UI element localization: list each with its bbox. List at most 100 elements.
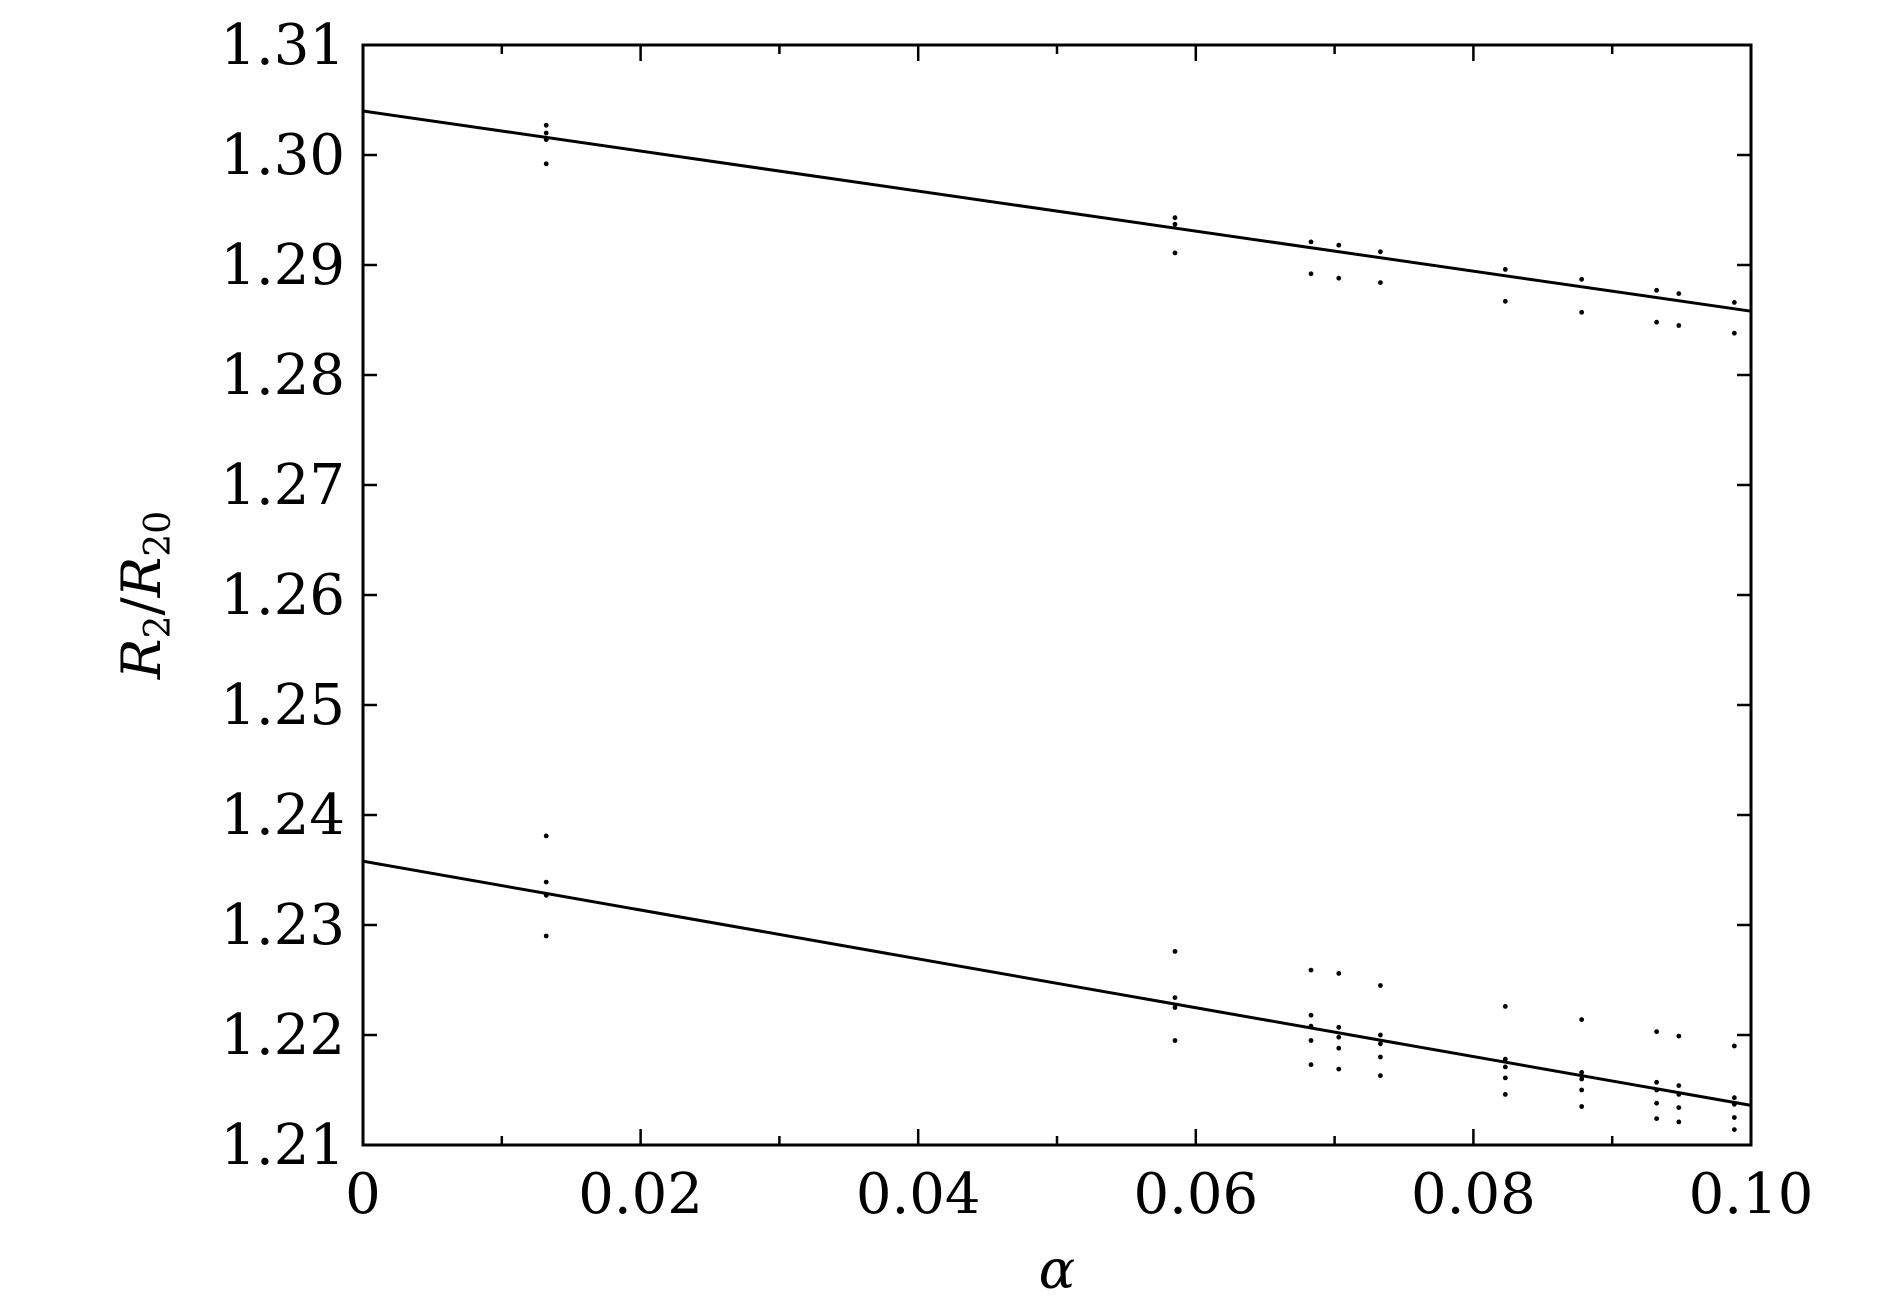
data-point [1654, 1087, 1660, 1093]
data-point [1654, 1079, 1660, 1085]
data-points [543, 122, 1737, 1132]
y-tick-label: 1.25 [220, 673, 345, 738]
data-point [1378, 1032, 1383, 1038]
data-point [1579, 1070, 1585, 1075]
data-point [1172, 949, 1178, 954]
data-point [543, 137, 549, 143]
fit-line [362, 859, 1752, 1107]
data-point [1378, 1054, 1383, 1060]
data-point [1676, 323, 1682, 328]
data-point [543, 933, 549, 939]
y-tick-label: 1.31 [220, 13, 345, 78]
data-point [1731, 1115, 1737, 1120]
fit-line [362, 109, 1752, 313]
data-point [1502, 267, 1508, 272]
data-point [1378, 249, 1383, 255]
data-point [1676, 1033, 1682, 1039]
data-point [1172, 250, 1178, 256]
data-point [1378, 983, 1383, 988]
data-point [1308, 1012, 1314, 1018]
x-axis-tick-labels: 0 0.02 0.04 0.06 0.08 0.10 [345, 1162, 1813, 1227]
data-point [1654, 1116, 1660, 1121]
x-tick-label: 0.04 [856, 1162, 981, 1227]
x-tick-label: 0.02 [578, 1162, 703, 1227]
data-point [1579, 1017, 1585, 1022]
y-axis-label-sub2: 20 [138, 511, 179, 557]
data-point [1336, 1034, 1342, 1040]
y-tick-label: 1.24 [220, 783, 345, 848]
data-point [1579, 1104, 1585, 1109]
data-point [1731, 1043, 1737, 1049]
data-point [1172, 1038, 1178, 1043]
data-point [1336, 971, 1342, 976]
data-point [1654, 319, 1660, 325]
data-point [1579, 1076, 1585, 1082]
data-point [1172, 221, 1178, 227]
y-axis-label-slash: / [110, 597, 173, 616]
y-axis-label-r2: R [110, 557, 173, 599]
data-point [543, 122, 549, 128]
data-point [1502, 1004, 1508, 1009]
data-point [1676, 1119, 1682, 1125]
x-tick-label: 0.08 [1411, 1162, 1536, 1227]
data-point [1336, 1024, 1342, 1030]
data-point [1308, 1023, 1314, 1029]
x-axis-ticks [361, 45, 1753, 1145]
data-point [1378, 280, 1383, 285]
data-point [1378, 1073, 1383, 1079]
y-tick-label: 1.27 [220, 453, 345, 518]
y-axis-label-sub1: 2 [138, 616, 179, 639]
data-point [1731, 300, 1737, 305]
data-point [1502, 1064, 1508, 1070]
y-tick-label: 1.26 [220, 563, 345, 628]
y-axis-ticks [363, 43, 1751, 1147]
data-point [1308, 1062, 1314, 1068]
y-axis-label: R2/R20 [110, 511, 179, 680]
fit-lines [362, 109, 1752, 1107]
data-point [1378, 1041, 1383, 1047]
y-tick-label: 1.22 [220, 1003, 345, 1068]
data-point [1654, 287, 1660, 293]
y-axis-tick-labels: 1.21 1.22 1.23 1.24 1.25 1.26 1.27 1.28 1.29 1.30… [220, 13, 345, 1178]
data-point [1172, 995, 1178, 1000]
data-point [1172, 215, 1178, 221]
data-point [1336, 275, 1342, 281]
data-point [1676, 1105, 1682, 1110]
data-point [1579, 309, 1585, 315]
data-point [1308, 271, 1314, 277]
data-point [1336, 1045, 1342, 1051]
data-point [1502, 298, 1508, 304]
data-point [1336, 1066, 1342, 1072]
data-point [543, 879, 549, 885]
y-axis-label-r1: R [110, 638, 173, 680]
data-point [1676, 291, 1682, 296]
x-axis-label: α [1039, 1238, 1075, 1300]
y-tick-label: 1.21 [220, 1113, 345, 1178]
data-point [543, 892, 549, 898]
data-point [1308, 239, 1314, 245]
y-tick-label: 1.29 [220, 233, 345, 298]
data-point [1579, 1087, 1585, 1093]
data-point [1502, 1056, 1508, 1062]
data-point [543, 161, 549, 167]
data-point [1502, 1092, 1508, 1097]
data-point [1676, 1083, 1682, 1088]
y-tick-label: 1.23 [220, 893, 345, 958]
x-tick-label: 0.10 [1689, 1162, 1814, 1227]
data-point [1654, 1029, 1660, 1035]
data-point [543, 833, 549, 839]
data-point [1336, 242, 1342, 248]
data-point [1731, 1095, 1737, 1101]
data-point [1502, 1075, 1508, 1081]
y-tick-label: 1.30 [220, 123, 345, 188]
data-point [1731, 330, 1737, 336]
y-tick-label: 1.28 [220, 343, 345, 408]
data-point [1654, 1100, 1660, 1106]
data-point [1731, 1101, 1737, 1107]
x-tick-label: 0 [345, 1162, 381, 1227]
data-point [1731, 1127, 1737, 1132]
x-tick-label: 0.06 [1133, 1162, 1258, 1227]
data-point [1676, 1092, 1682, 1097]
data-point [1308, 967, 1314, 973]
